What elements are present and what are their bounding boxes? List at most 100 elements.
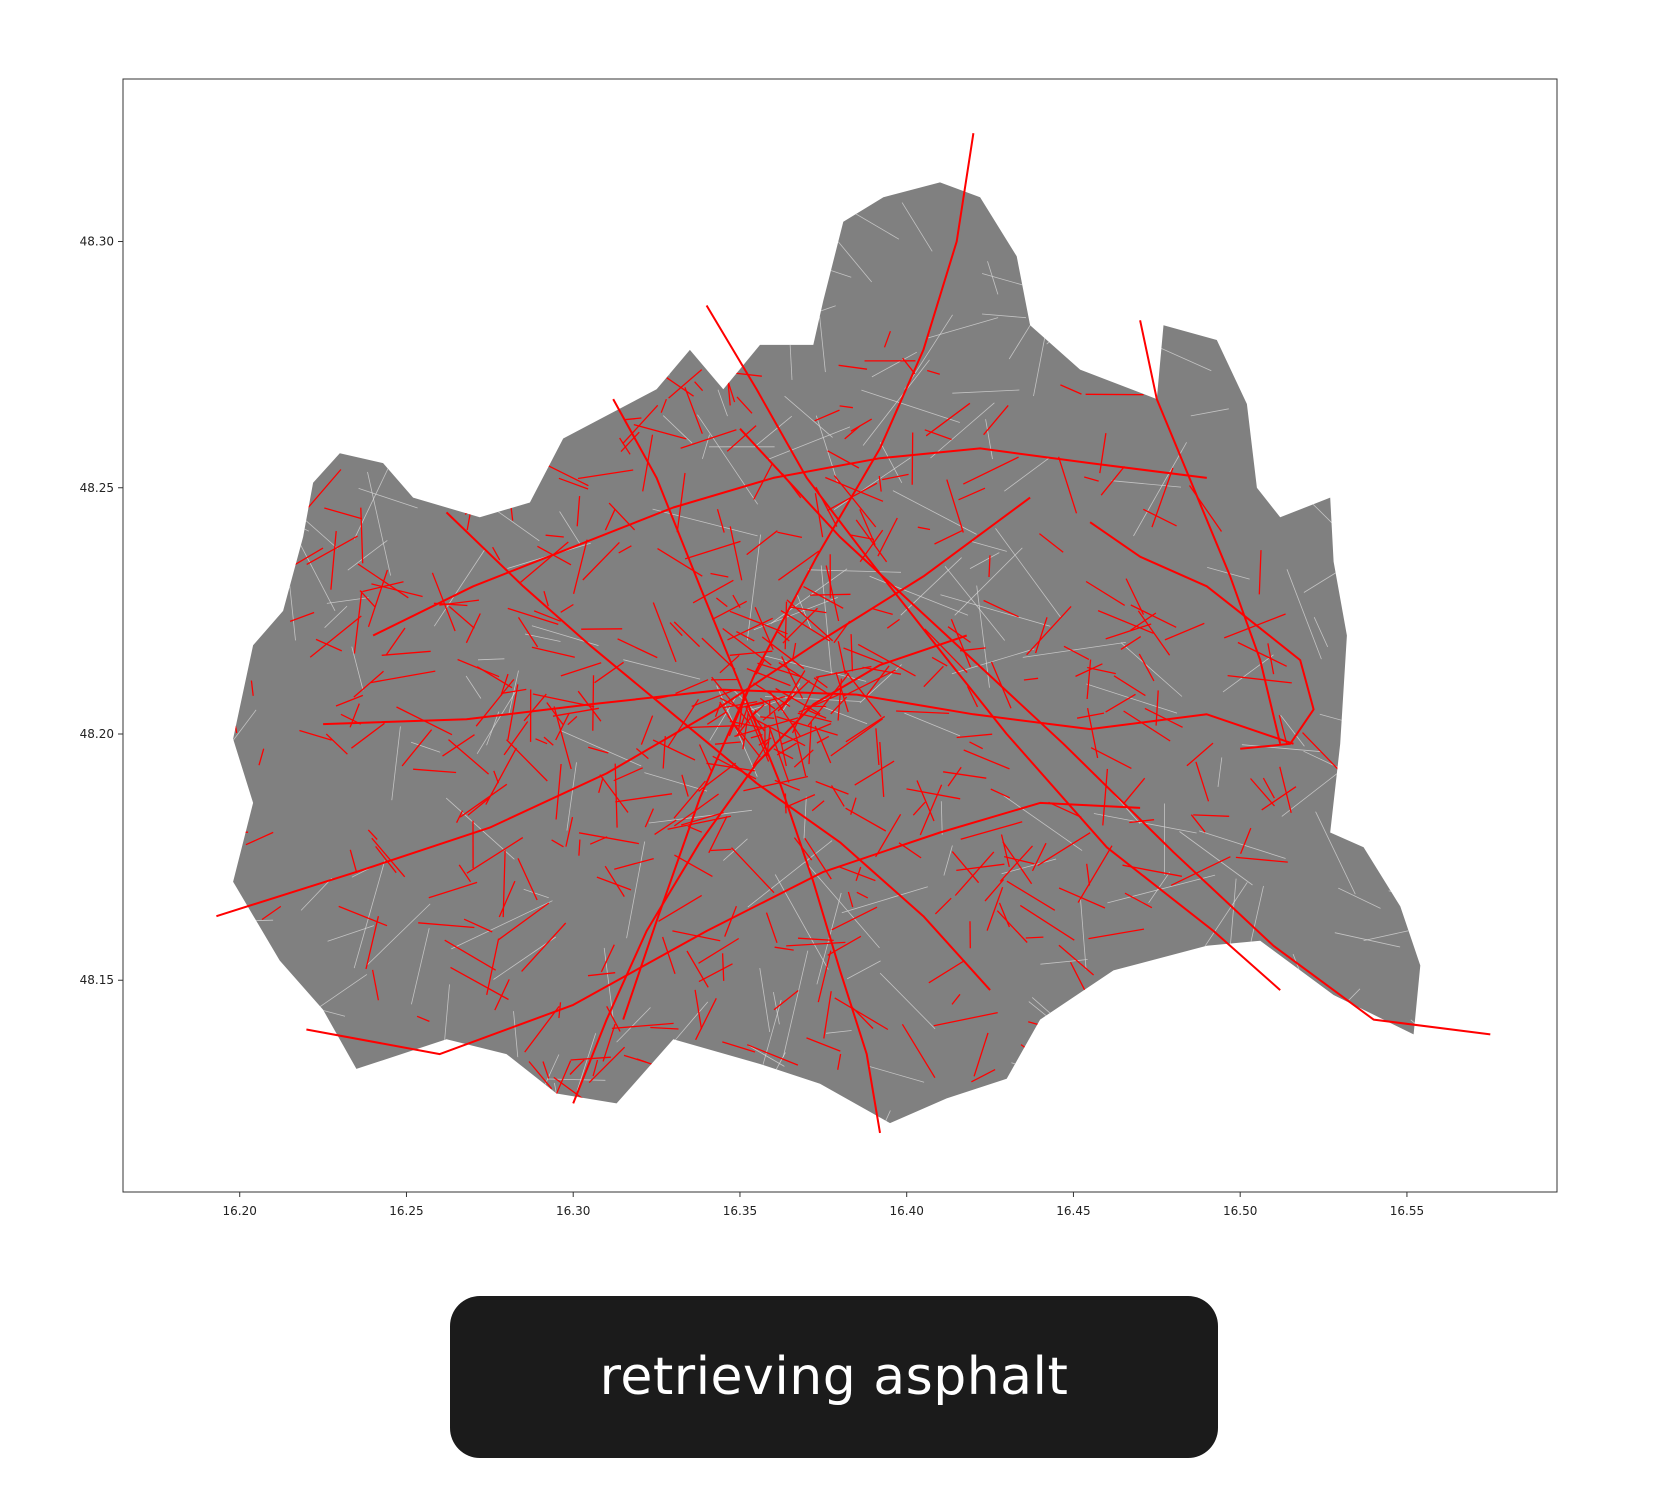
asphalt-road-segment — [466, 837, 524, 874]
asphalt-road-segment — [782, 607, 818, 644]
asphalt-road-segment — [839, 405, 853, 409]
minor-street — [451, 900, 553, 950]
asphalt-main-road — [216, 496, 1031, 918]
asphalt-road-segment — [710, 848, 732, 852]
minor-street — [985, 419, 993, 460]
asphalt-road-segment — [576, 496, 581, 527]
asphalt-road-segment — [503, 721, 529, 756]
minor-street — [825, 1030, 852, 1034]
asphalt-road-segment — [781, 722, 832, 745]
minor-street — [347, 540, 388, 571]
asphalt-road-segment — [1123, 710, 1171, 742]
asphalt-road-segment — [877, 517, 898, 557]
minor-street — [1040, 959, 1088, 965]
asphalt-road-segment — [357, 563, 409, 599]
street-map-plot: 16.20 16.25 16.30 16.35 16.40 16.45 16.50 16.55… — [79, 78, 1558, 1218]
asphalt-road-segment — [1124, 892, 1153, 909]
asphalt-road-segment — [1058, 944, 1095, 976]
asphalt-road-segment — [1023, 677, 1039, 681]
minor-street — [943, 845, 953, 876]
asphalt-road-segment — [933, 1011, 998, 1027]
asphalt-road-segment — [520, 541, 569, 583]
asphalt-road-segment — [338, 905, 388, 927]
asphalt-road-segment — [498, 902, 550, 941]
asphalt-road-segment — [448, 606, 475, 629]
asphalt-road-segment — [797, 937, 834, 942]
asphalt-road-segment — [729, 526, 743, 581]
minor-street — [477, 658, 505, 661]
asphalt-road-segment — [1237, 641, 1287, 667]
minor-street — [753, 597, 838, 631]
asphalt-road-segment — [1031, 842, 1047, 872]
asphalt-road-segment — [258, 748, 265, 766]
asphalt-road-segment — [494, 979, 510, 1011]
asphalt-road-segment — [592, 675, 595, 731]
minor-street — [1111, 480, 1182, 488]
asphalt-road-segment — [896, 710, 950, 715]
minor-street — [784, 395, 833, 438]
minor-street — [900, 557, 962, 616]
minor-street — [1280, 715, 1305, 747]
asphalt-road-segment — [934, 897, 952, 915]
asphalt-road-segment — [947, 626, 971, 643]
asphalt-road-segment — [1086, 659, 1092, 700]
asphalt-road-segment — [854, 760, 895, 786]
asphalt-road-segment — [545, 534, 564, 538]
asphalt-road-segment — [698, 937, 740, 964]
minor-street — [1286, 569, 1322, 660]
asphalt-road-segment — [815, 665, 872, 678]
asphalt-road-segment — [881, 473, 909, 481]
asphalt-road-segment — [784, 794, 816, 809]
asphalt-road-segment — [736, 631, 755, 642]
asphalt-road-segment — [299, 729, 332, 741]
asphalt-road-segment — [838, 364, 868, 370]
minor-street — [871, 351, 917, 378]
asphalt-road-segment — [843, 647, 885, 665]
minor-street — [952, 389, 1020, 394]
asphalt-main-road — [739, 428, 1491, 1036]
asphalt-road-segment — [315, 638, 343, 652]
asphalt-road-segment — [984, 879, 1005, 902]
asphalt-road-segment — [546, 702, 564, 725]
asphalt-road-segment — [883, 330, 892, 348]
minor-street — [1222, 654, 1274, 693]
asphalt-road-segment — [857, 643, 916, 677]
asphalt-road-segment — [1130, 604, 1177, 628]
minor-street — [976, 585, 990, 688]
minor-street — [1003, 795, 1083, 851]
minor-street — [930, 402, 995, 459]
asphalt-road-segment — [792, 723, 807, 777]
asphalt-road-segment — [370, 670, 436, 684]
asphalt-road-segment — [1235, 856, 1288, 863]
asphalt-road-segment — [448, 739, 490, 775]
asphalt-road-segment — [963, 456, 1019, 485]
asphalt-road-segment — [746, 530, 778, 556]
asphalt-road-segment — [1026, 605, 1072, 656]
asphalt-road-segment — [917, 526, 931, 531]
minor-street — [747, 840, 833, 908]
minor-street — [796, 594, 812, 631]
asphalt-road-segment — [759, 697, 776, 710]
asphalt-road-segment — [850, 418, 873, 432]
asphalt-road-segment — [875, 813, 902, 858]
asphalt-road-segment — [517, 617, 539, 648]
asphalt-road-segment — [742, 711, 750, 750]
asphalt-road-segment — [810, 593, 851, 596]
asphalt-road-segment — [681, 811, 724, 826]
asphalt-road-segment — [1084, 476, 1099, 482]
asphalt-road-segment — [615, 793, 673, 803]
minor-street — [833, 457, 911, 511]
asphalt-road-segment — [675, 679, 709, 695]
asphalt-road-segment — [535, 738, 548, 745]
minor-street — [940, 801, 943, 835]
minor-street — [411, 928, 430, 1005]
minor-street — [766, 426, 851, 461]
asphalt-road-segment — [652, 602, 677, 663]
asphalt-road-segment — [555, 763, 562, 820]
asphalt-road-segment — [560, 603, 574, 613]
asphalt-road-segment — [619, 437, 631, 455]
asphalt-road-segment — [418, 922, 475, 929]
asphalt-road-segment — [1086, 707, 1099, 759]
asphalt-road-segment — [371, 837, 406, 878]
y-tick-label: 48.25 — [80, 481, 114, 495]
